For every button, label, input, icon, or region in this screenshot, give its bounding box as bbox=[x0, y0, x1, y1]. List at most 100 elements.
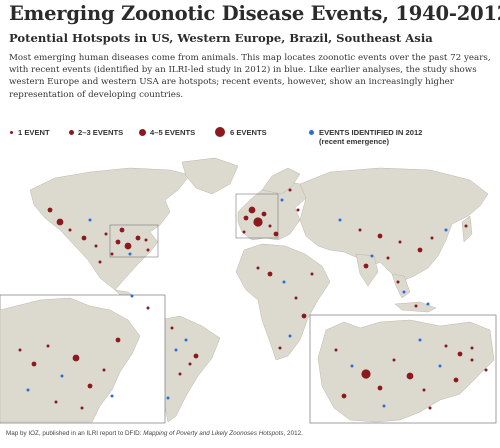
historic-event-dot bbox=[470, 358, 474, 362]
legend-label-2-3: 2–3 EVENTS bbox=[78, 128, 124, 137]
historic-event-dot bbox=[56, 218, 64, 226]
event-dots bbox=[18, 188, 488, 410]
japan bbox=[461, 215, 473, 243]
historic-event-dot bbox=[301, 313, 307, 319]
historic-event-dot bbox=[430, 236, 434, 240]
historic-event-dot bbox=[46, 344, 50, 348]
historic-event-dot bbox=[80, 406, 84, 410]
recent-event-dot bbox=[426, 302, 430, 306]
recent-event-dot bbox=[282, 280, 286, 284]
historic-event-dot bbox=[115, 337, 121, 343]
africa bbox=[235, 243, 331, 361]
recent-event-dot bbox=[382, 404, 386, 408]
historic-event-dot bbox=[470, 346, 474, 350]
historic-event-dot bbox=[377, 233, 383, 239]
historic-event-dot bbox=[417, 247, 423, 253]
historic-event-dot bbox=[444, 344, 448, 348]
legend-dot-recent bbox=[309, 130, 314, 135]
historic-event-dot bbox=[261, 211, 267, 217]
recent-event-dot bbox=[438, 364, 442, 368]
historic-event-dot bbox=[453, 377, 459, 383]
historic-event-dot bbox=[104, 232, 108, 236]
greenland bbox=[181, 157, 239, 195]
north-america-focus-box bbox=[109, 224, 159, 258]
historic-event-dot bbox=[428, 406, 432, 410]
historic-event-dot bbox=[54, 400, 58, 404]
historic-event-dot bbox=[188, 362, 192, 366]
historic-event-dot bbox=[398, 240, 402, 244]
historic-event-dot bbox=[268, 224, 272, 228]
recent-event-dot bbox=[184, 338, 188, 342]
legend-label-recent-sub: (recent emergence) bbox=[319, 137, 390, 146]
historic-event-dot bbox=[267, 271, 273, 277]
western-europe-inset-land bbox=[317, 319, 495, 423]
legend-label-6: 6 EVENTS bbox=[230, 128, 267, 137]
historic-event-dot bbox=[358, 228, 362, 232]
recent-event-dot bbox=[288, 334, 292, 338]
world-map bbox=[0, 157, 497, 424]
recent-event-dot bbox=[128, 252, 132, 256]
map-subtitle: Potential Hotspots in US, Western Europe… bbox=[9, 31, 433, 45]
historic-event-dot bbox=[68, 228, 72, 232]
asia bbox=[299, 167, 489, 283]
recent-event-dot bbox=[444, 228, 448, 232]
historic-event-dot bbox=[47, 207, 53, 213]
credit-prefix: Map by IOZ, published in an ILRI report … bbox=[6, 430, 144, 437]
recent-event-dot bbox=[60, 374, 64, 378]
legend-label-4-5: 4–5 EVENTS bbox=[150, 128, 196, 137]
northeast-us-inset-land bbox=[0, 297, 141, 423]
historic-event-dot bbox=[124, 242, 132, 250]
map-description: Most emerging human diseases come from a… bbox=[9, 53, 491, 100]
historic-event-dot bbox=[310, 272, 314, 276]
historic-event-dot bbox=[334, 348, 338, 352]
legend-dot-1 bbox=[10, 131, 13, 134]
historic-event-dot bbox=[94, 244, 98, 248]
historic-event-dot bbox=[135, 235, 141, 241]
historic-event-dot bbox=[170, 326, 174, 330]
europe-focus-box bbox=[235, 193, 279, 239]
historic-event-dot bbox=[296, 208, 300, 212]
historic-event-dot bbox=[457, 351, 463, 357]
recent-event-dot bbox=[130, 294, 134, 298]
historic-event-dot bbox=[377, 385, 383, 391]
recent-event-dot bbox=[418, 338, 422, 342]
historic-event-dot bbox=[396, 280, 400, 284]
recent-event-dot bbox=[338, 218, 342, 222]
scandinavia bbox=[261, 167, 301, 195]
historic-event-dot bbox=[484, 368, 488, 372]
historic-event-dot bbox=[422, 388, 426, 392]
historic-event-dot bbox=[288, 188, 292, 192]
map-credit: Map by IOZ, published in an ILRI report … bbox=[6, 430, 303, 437]
historic-event-dot bbox=[18, 348, 22, 352]
historic-event-dot bbox=[72, 354, 80, 362]
historic-event-dot bbox=[273, 231, 279, 237]
credit-report-title: Mapping of Poverty and Likely Zoonoses H… bbox=[143, 430, 284, 437]
historic-event-dot bbox=[144, 238, 148, 242]
historic-event-dot bbox=[81, 235, 87, 241]
historic-event-dot bbox=[242, 230, 246, 234]
legend-dot-4-5 bbox=[139, 129, 146, 136]
historic-event-dot bbox=[361, 369, 371, 379]
recent-event-dot bbox=[110, 394, 114, 398]
historic-event-dot bbox=[119, 227, 125, 233]
recent-event-dot bbox=[402, 290, 406, 294]
historic-event-dot bbox=[414, 304, 418, 308]
historic-event-dot bbox=[178, 372, 182, 376]
historic-event-dot bbox=[115, 239, 121, 245]
historic-event-dot bbox=[363, 263, 369, 269]
historic-event-dot bbox=[87, 383, 93, 389]
credit-suffix: , 2012. bbox=[283, 430, 303, 437]
historic-event-dot bbox=[243, 215, 249, 221]
historic-event-dot bbox=[248, 206, 256, 214]
historic-event-dot bbox=[110, 252, 114, 256]
historic-event-dot bbox=[253, 217, 263, 227]
historic-event-dot bbox=[146, 306, 150, 310]
legend-label-recent: EVENTS IDENTIFIED IN 2012 bbox=[319, 128, 423, 137]
historic-event-dot bbox=[98, 260, 102, 264]
historic-event-dot bbox=[392, 358, 396, 362]
historic-event-dot bbox=[341, 393, 347, 399]
legend-dot-2-3 bbox=[69, 130, 74, 135]
recent-event-dot bbox=[26, 388, 30, 392]
historic-event-dot bbox=[193, 353, 199, 359]
western-europe-inset bbox=[235, 193, 497, 424]
